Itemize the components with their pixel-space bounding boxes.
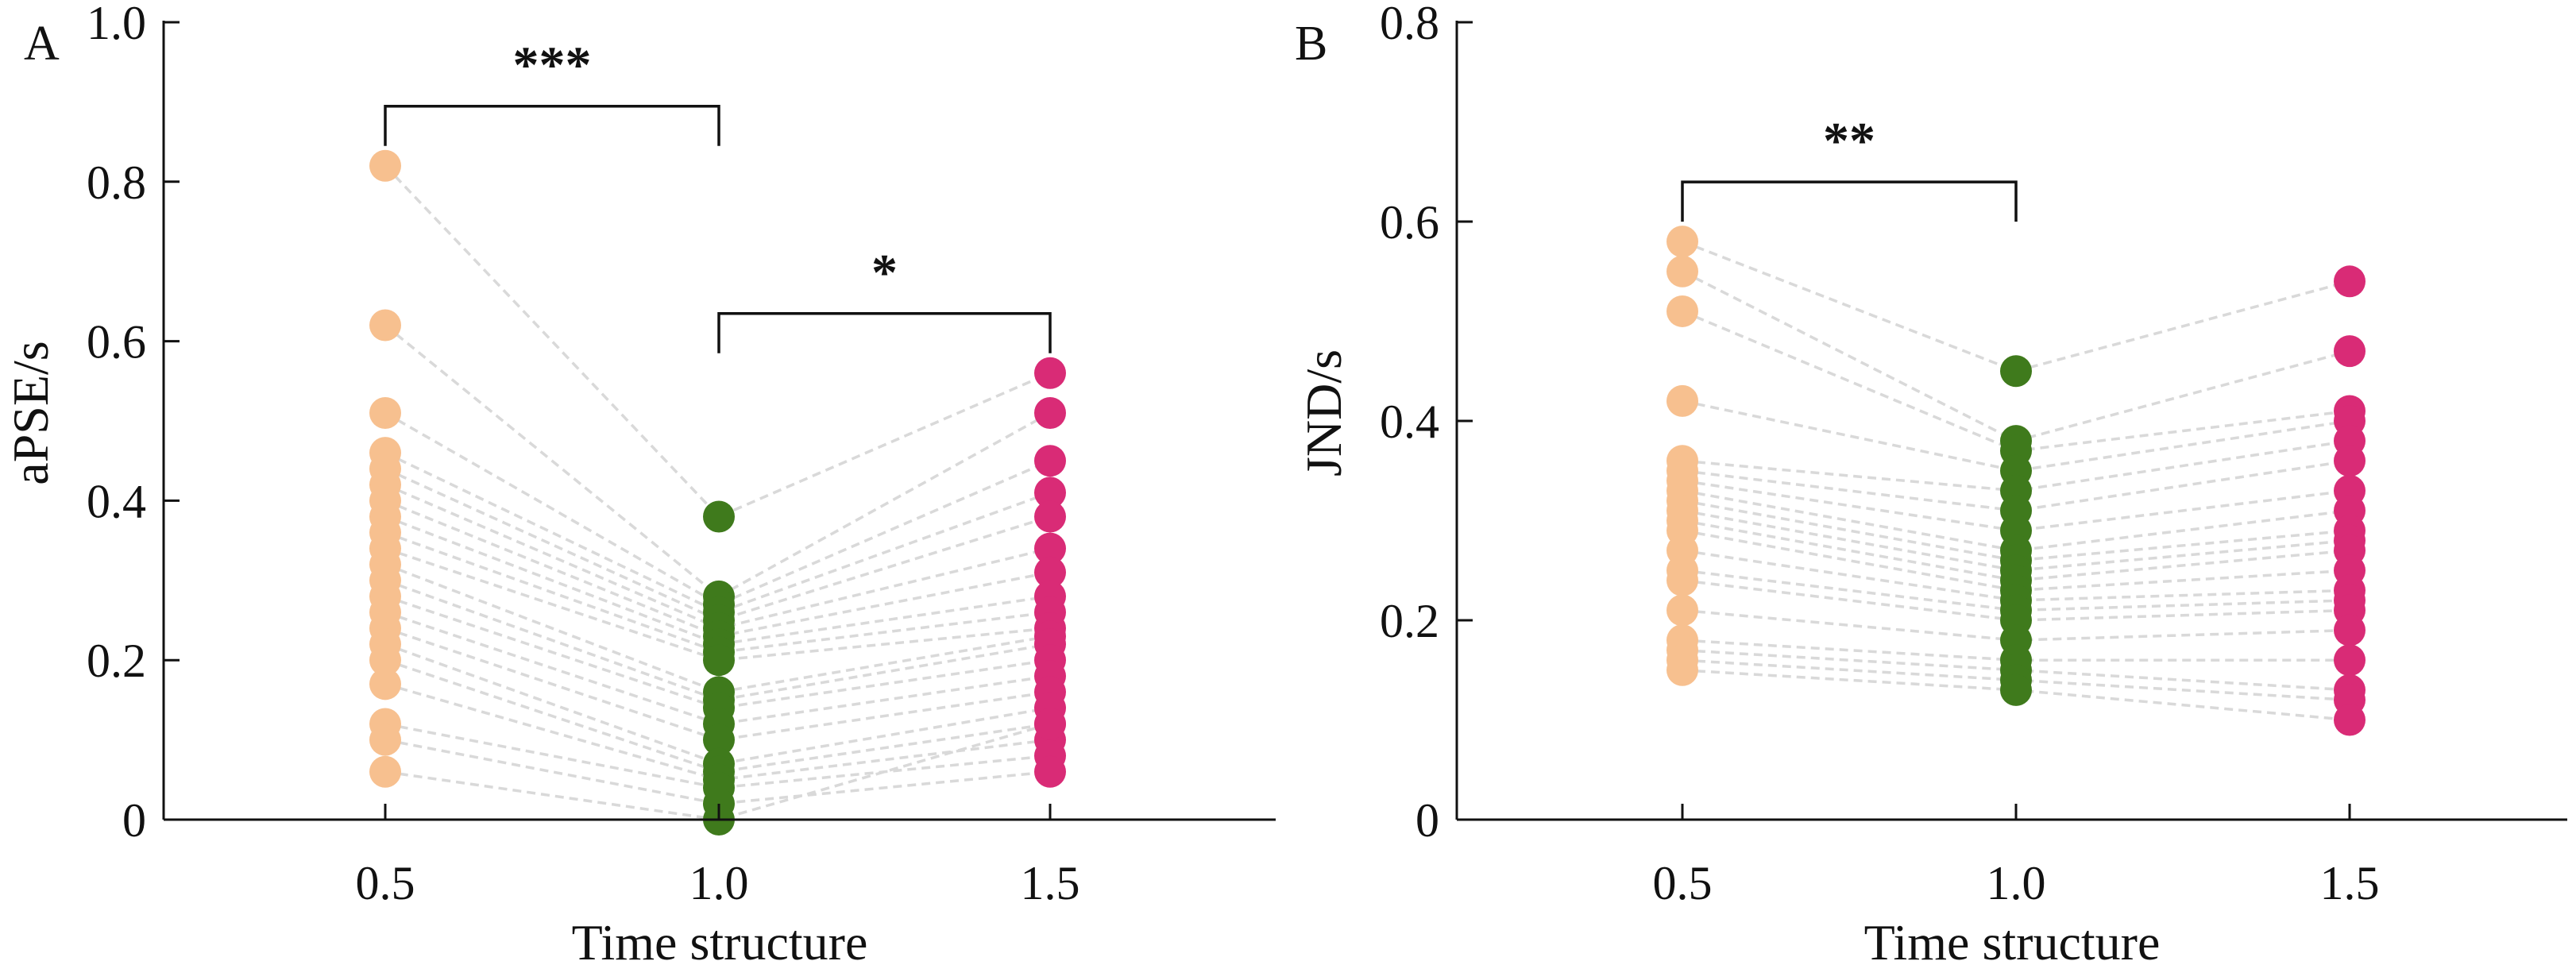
data-point [1666, 295, 1698, 327]
data-point [2334, 445, 2366, 477]
y-tick-label: 0 [1415, 794, 1439, 847]
data-point [2334, 704, 2366, 736]
data-point [1034, 357, 1066, 389]
subject-line [1682, 489, 2350, 552]
y-tick-label: 0.6 [87, 316, 146, 369]
subject-line [1682, 509, 2350, 573]
significance-label: *** [513, 37, 592, 95]
data-point [1666, 384, 1698, 417]
x-tick-label: 1.5 [1021, 857, 1080, 909]
subject-line [384, 738, 1051, 805]
data-point [2334, 614, 2366, 646]
data-point [369, 644, 401, 677]
y-tick-label: 0.4 [1380, 396, 1439, 448]
y-tick-label: 0.8 [1380, 0, 1439, 49]
data-point [1034, 396, 1066, 429]
x-axis-title: Time structure [1864, 914, 2161, 961]
significance-label: ** [1823, 112, 1875, 170]
data-point [369, 149, 401, 182]
y-axis-title: aPSE/s [2, 341, 59, 484]
y-tick-label: 0.2 [87, 635, 146, 687]
data-point [1034, 445, 1066, 477]
data-point [1034, 755, 1066, 788]
subject-line [384, 643, 1051, 766]
data-point [1034, 500, 1066, 533]
y-tick-label: 0.4 [87, 475, 146, 527]
data-point [1666, 255, 1698, 288]
data-point [2334, 335, 2366, 368]
data-point [1034, 708, 1066, 740]
data-point [1034, 556, 1066, 589]
data-point [2000, 673, 2032, 706]
y-axis-title: JND/s [1296, 349, 1352, 477]
subject-line [384, 579, 1051, 702]
data-point [2000, 355, 2032, 388]
panel-a-chart: A 0 0.2 0.4 0.6 0.8 1.0 0.5 1.0 1.5 Time structure… [2, 0, 1276, 961]
data-point [2334, 644, 2366, 677]
data-point [703, 644, 735, 677]
data-point [369, 755, 401, 788]
subject-line [1682, 519, 2350, 582]
y-tick-label: 0.2 [1380, 595, 1439, 647]
panel-label: B [1295, 17, 1327, 71]
data-point [369, 668, 401, 700]
significance-bracket [1681, 180, 2018, 222]
data-point [369, 724, 401, 756]
subject-line [384, 515, 1051, 646]
significance-bracket [717, 312, 1052, 353]
data-point [369, 309, 401, 342]
panel-label: A [24, 17, 60, 71]
data-point [369, 396, 401, 429]
subject-line [1682, 529, 2350, 592]
x-tick-label: 1.0 [1987, 857, 2046, 909]
y-tick-label: 1.0 [87, 0, 146, 49]
data-point [703, 724, 735, 756]
data-point [1666, 594, 1698, 627]
x-tick-label: 0.5 [356, 857, 415, 909]
data-point [1034, 532, 1066, 565]
data-point [1666, 226, 1698, 258]
data-point [703, 500, 735, 533]
y-tick-label: 0 [122, 794, 146, 847]
subject-line [384, 467, 1051, 622]
subject-line [1682, 499, 2350, 562]
x-tick-label: 1.0 [689, 857, 749, 909]
significance-label: * [871, 244, 898, 302]
data-point [2334, 265, 2366, 298]
x-tick-label: 1.5 [2320, 857, 2380, 909]
data-point [1666, 564, 1698, 596]
y-tick-label: 0.8 [87, 156, 146, 209]
subject-line [384, 531, 1051, 654]
significance-bracket [384, 104, 720, 146]
subject-line [1682, 399, 2350, 473]
subject-line [384, 451, 1051, 614]
y-tick-label: 0.6 [1380, 196, 1439, 249]
x-axis-title: Time structure [572, 914, 868, 961]
x-tick-label: 0.5 [1653, 857, 1713, 909]
data-point [1034, 477, 1066, 509]
subject-line [384, 722, 1051, 789]
subject-line [384, 164, 1051, 519]
subject-line [384, 563, 1051, 694]
panel-b-chart: B 0 0.2 0.4 0.6 0.8 0.5 1.0 1.5 Time structure JND… [1295, 0, 2567, 961]
data-point [1666, 654, 1698, 686]
